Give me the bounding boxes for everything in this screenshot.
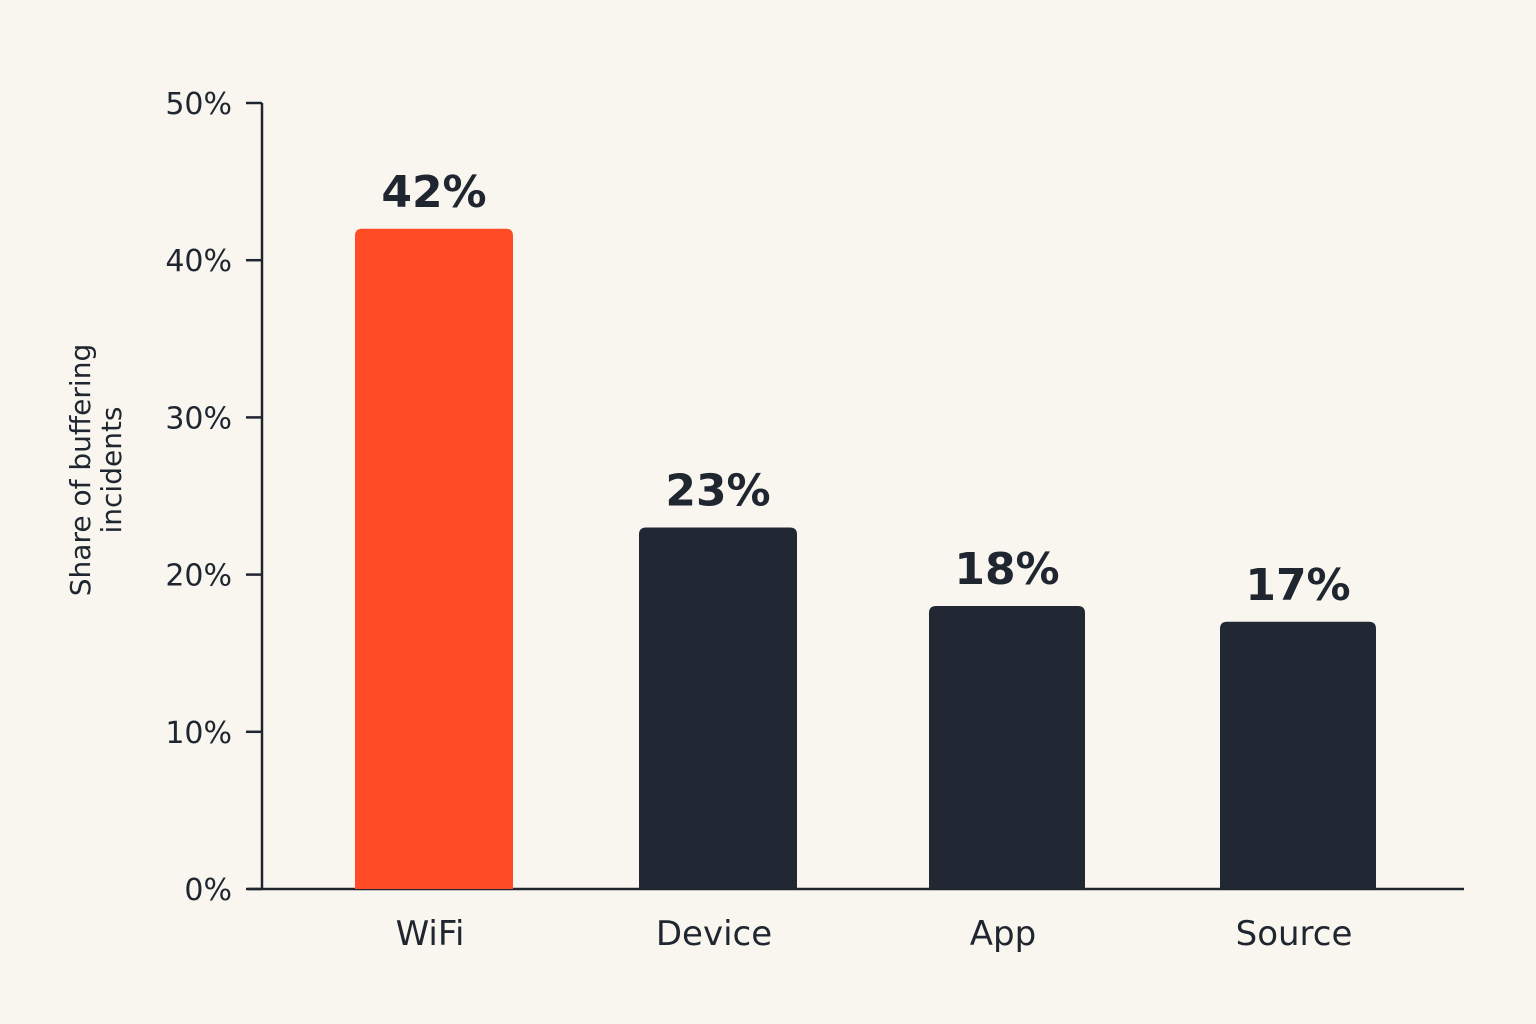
y-tick-label: 40%: [165, 244, 232, 279]
y-tick-label: 30%: [165, 401, 232, 436]
y-axis-title-line: Share of buffering: [64, 344, 97, 596]
category-label-source: Source: [1236, 914, 1353, 954]
bars: [355, 228, 1376, 889]
value-label-source: 17%: [1245, 560, 1350, 611]
category-label-device: Device: [656, 914, 772, 954]
y-axis-title: Share of bufferingincidents: [64, 344, 128, 596]
bar-source: [1220, 621, 1376, 889]
value-labels: 42% 23% 18% 17%: [381, 167, 1350, 611]
y-axis-title-line: incidents: [95, 406, 128, 533]
category-label-app: App: [970, 914, 1036, 954]
y-axis-ticks: 0% 10% 20% 30% 40% 50%: [165, 87, 262, 908]
bar-wifi: [355, 228, 513, 889]
value-label-wifi: 42%: [381, 167, 486, 218]
y-axis-title-text: Share of bufferingincidents: [64, 344, 128, 596]
y-tick-label: 20%: [165, 559, 232, 594]
value-label-device: 23%: [665, 465, 770, 516]
y-tick-label: 50%: [165, 87, 232, 122]
bar-device: [639, 527, 797, 889]
bar-app: [929, 606, 1085, 889]
category-label-wifi: WiFi: [396, 914, 465, 954]
y-tick-label: 10%: [165, 716, 232, 751]
category-labels: WiFi Device App Source: [396, 914, 1353, 954]
value-label-app: 18%: [954, 544, 1059, 595]
y-tick-label: 0%: [184, 873, 232, 908]
